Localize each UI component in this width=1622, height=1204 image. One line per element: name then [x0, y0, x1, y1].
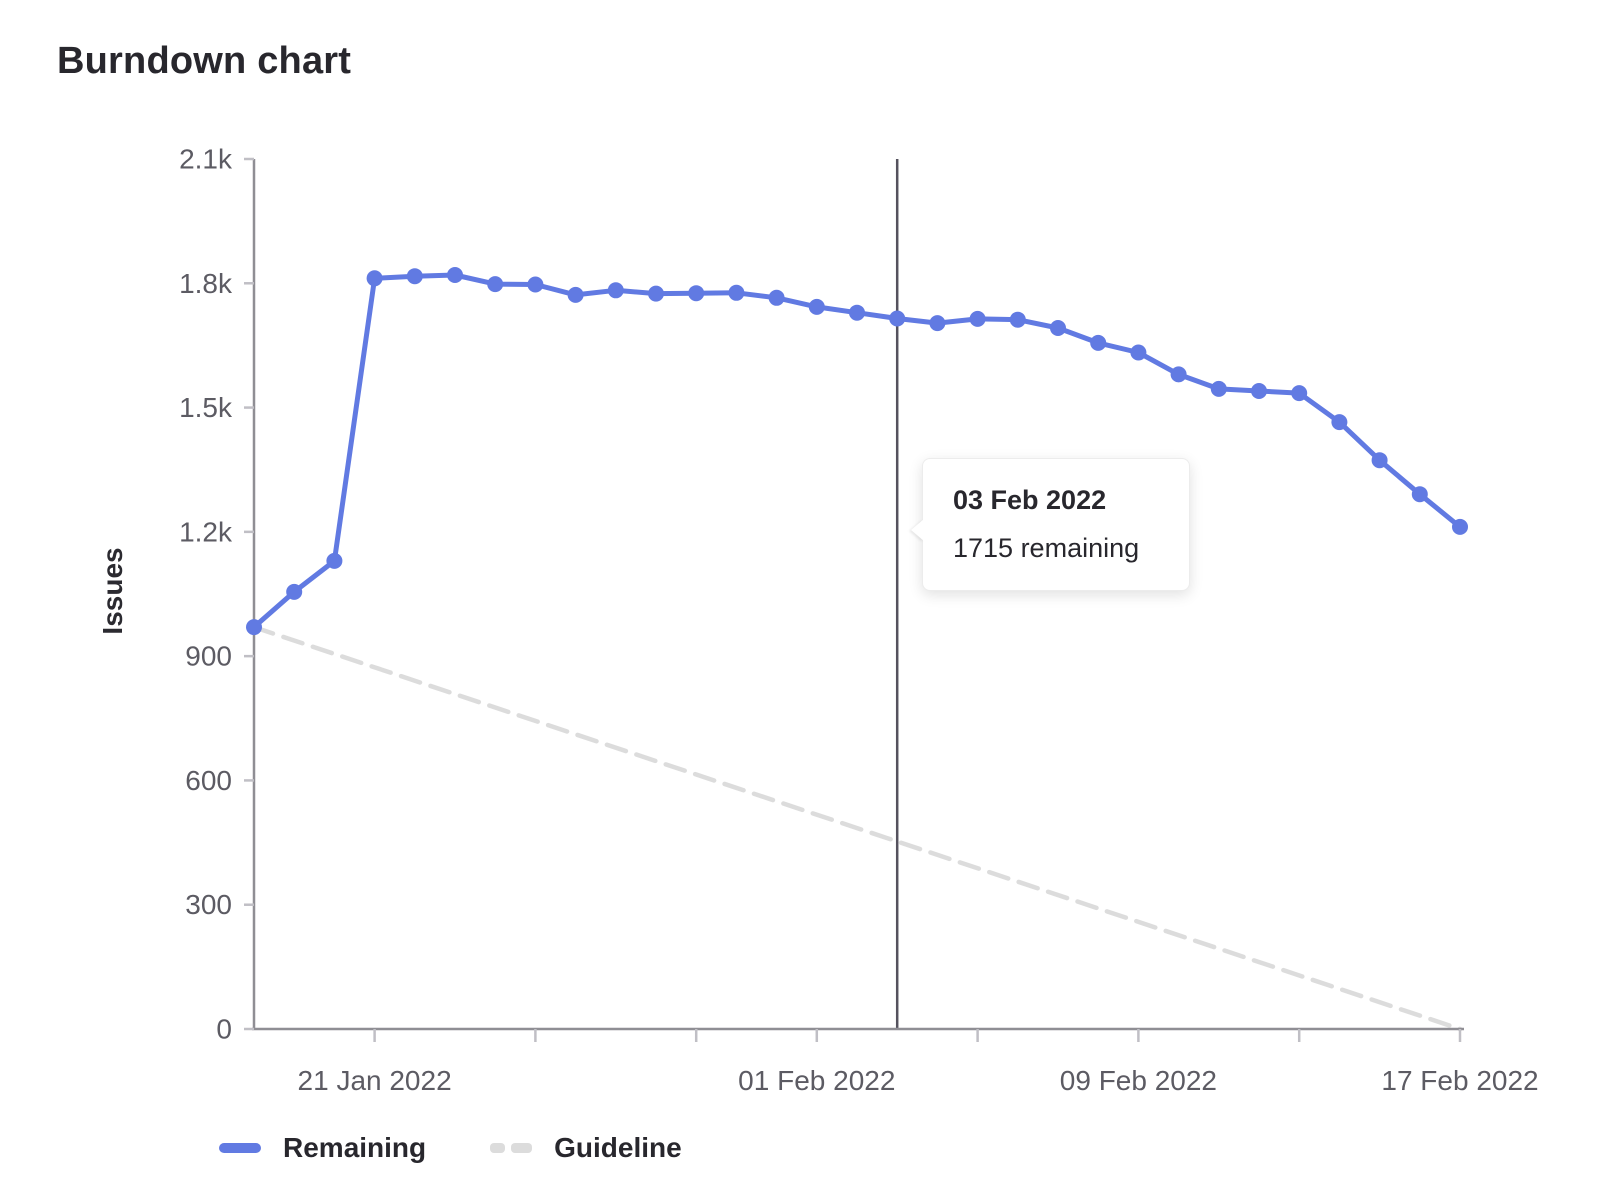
- x-tick-label: 01 Feb 2022: [738, 1065, 895, 1096]
- y-tick-label: 2.1k: [179, 144, 233, 175]
- remaining-point[interactable]: [889, 310, 906, 327]
- legend-item-remaining[interactable]: Remaining: [219, 1132, 426, 1164]
- remaining-point[interactable]: [567, 286, 584, 303]
- remaining-point[interactable]: [527, 276, 544, 293]
- remaining-point[interactable]: [607, 282, 624, 299]
- remaining-point[interactable]: [849, 304, 865, 321]
- remaining-point[interactable]: [1371, 452, 1388, 469]
- legend-label-remaining: Remaining: [283, 1132, 427, 1163]
- remaining-point[interactable]: [1291, 385, 1308, 402]
- tooltip-date: 03 Feb 2022: [953, 485, 1107, 515]
- y-tick-label: 1.2k: [179, 516, 233, 547]
- remaining-point[interactable]: [1452, 518, 1468, 535]
- remaining-point[interactable]: [929, 315, 946, 332]
- remaining-point[interactable]: [447, 267, 463, 283]
- remaining-point[interactable]: [768, 289, 785, 306]
- remaining-point[interactable]: [487, 276, 504, 293]
- remaining-point[interactable]: [688, 285, 705, 302]
- remaining-point[interactable]: [326, 552, 343, 569]
- remaining-line-swatch: [219, 1143, 261, 1153]
- remaining-points[interactable]: [246, 267, 1468, 636]
- y-tick-label: 900: [185, 641, 232, 672]
- x-tick-label: 09 Feb 2022: [1060, 1065, 1217, 1096]
- remaining-point[interactable]: [808, 298, 825, 315]
- remaining-point[interactable]: [406, 268, 423, 285]
- y-tick-label: 0: [216, 1014, 232, 1045]
- y-tick-label: 300: [185, 889, 232, 920]
- remaining-point[interactable]: [1251, 383, 1267, 399]
- y-tick-label: 1.8k: [179, 268, 233, 299]
- remaining-point[interactable]: [1411, 486, 1428, 503]
- remaining-point[interactable]: [728, 284, 745, 301]
- legend-item-guideline[interactable]: Guideline: [490, 1132, 682, 1164]
- x-tick-label: 21 Jan 2022: [298, 1065, 452, 1096]
- legend-label-guideline: Guideline: [554, 1132, 682, 1163]
- x-tick-label: 17 Feb 2022: [1381, 1065, 1538, 1096]
- remaining-point[interactable]: [1090, 334, 1107, 351]
- remaining-point[interactable]: [1210, 380, 1227, 397]
- remaining-point[interactable]: [1009, 311, 1026, 328]
- remaining-line: [251, 272, 1463, 630]
- remaining-point[interactable]: [648, 285, 664, 302]
- y-tick-label: 1.5k: [179, 392, 233, 423]
- y-tick-label: 600: [185, 765, 232, 796]
- axes: [252, 159, 1464, 1031]
- remaining-point[interactable]: [246, 619, 262, 636]
- remaining-point[interactable]: [286, 583, 303, 600]
- remaining-point[interactable]: [366, 270, 383, 287]
- chart-tooltip: 03 Feb 2022 1715 remaining: [911, 458, 1190, 591]
- x-axis-ticks: 21 Jan 2022 01 Feb 2022 09 Feb 2022 17 Feb …: [298, 1029, 1539, 1096]
- tooltip-arrow-icon: [911, 519, 924, 541]
- guideline-line: [251, 624, 1463, 1032]
- remaining-point[interactable]: [969, 310, 986, 327]
- remaining-point[interactable]: [1170, 366, 1187, 383]
- chart-legend: Remaining Guideline: [219, 1132, 682, 1164]
- tooltip-remaining-count: 1715 remaining: [953, 533, 1140, 563]
- y-axis-ticks: 2.1k 1.8k 1.5k 1.2k 900 600 300 0: [179, 144, 254, 1045]
- page-title: Burndown chart: [57, 40, 352, 82]
- remaining-point[interactable]: [1050, 320, 1066, 336]
- remaining-point[interactable]: [1130, 344, 1147, 361]
- guideline-line-swatch: [490, 1143, 533, 1153]
- remaining-point[interactable]: [1331, 414, 1348, 431]
